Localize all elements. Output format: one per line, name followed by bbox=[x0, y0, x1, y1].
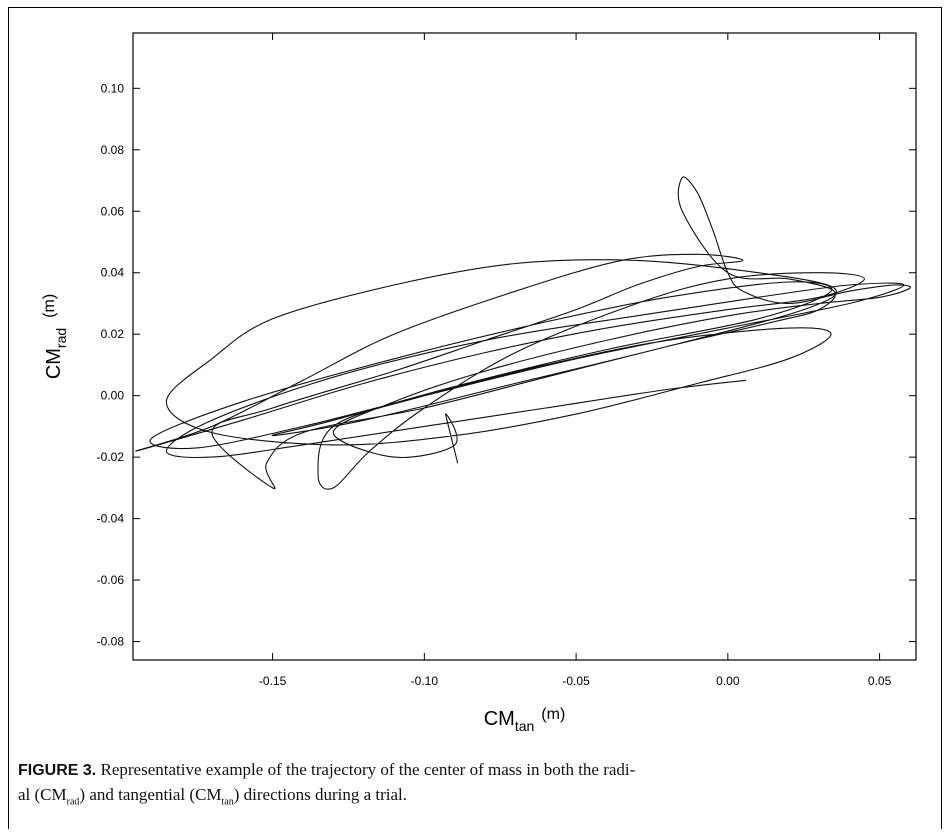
y-tick-label: 0.02 bbox=[101, 327, 125, 341]
series-layer bbox=[135, 176, 911, 490]
figure-caption: FIGURE 3. Representative example of the … bbox=[18, 758, 933, 814]
figure-frame bbox=[8, 7, 942, 829]
y-axis-title: CMrad(m) bbox=[41, 294, 69, 379]
x-tick-label: -0.10 bbox=[411, 674, 439, 688]
y-tick-label: 0.00 bbox=[101, 389, 125, 403]
caption-sub-rad: rad bbox=[66, 796, 80, 808]
x-tick-label: -0.05 bbox=[562, 674, 590, 688]
y-tick-label: -0.02 bbox=[97, 450, 125, 464]
axis-ticks bbox=[133, 33, 916, 660]
y-tick-label: 0.10 bbox=[101, 81, 125, 95]
y-tick-label: 0.04 bbox=[101, 266, 125, 280]
figure-label: FIGURE 3. bbox=[18, 762, 97, 779]
caption-text-4: ) directions during a trial. bbox=[233, 785, 408, 804]
x-tick-label: 0.00 bbox=[716, 674, 740, 688]
caption-text-1: Representative example of the trajectory… bbox=[100, 760, 636, 779]
plot-area bbox=[132, 32, 917, 661]
x-tick-label: 0.05 bbox=[868, 674, 892, 688]
y-tick-label: 0.06 bbox=[101, 204, 125, 218]
y-tick-label: -0.04 bbox=[97, 512, 125, 526]
plot-border bbox=[132, 32, 917, 661]
trajectory-line bbox=[135, 176, 911, 490]
caption-sub-tan: tan bbox=[221, 796, 234, 808]
axis-tick-labels: -0.15 -0.10 -0.05 0.00 0.05 0.10 0.08 0.06 0.04 0… bbox=[97, 81, 892, 688]
x-tick-label: -0.15 bbox=[259, 674, 287, 688]
caption-text-2: al (CM bbox=[18, 785, 67, 804]
caption-text-3: ) and tangential (CM bbox=[79, 785, 222, 804]
y-tick-label: 0.08 bbox=[101, 143, 125, 157]
y-tick-label: -0.06 bbox=[97, 573, 125, 587]
y-tick-label: -0.08 bbox=[97, 635, 125, 649]
x-axis-title: CMtan(m) bbox=[484, 706, 566, 734]
trajectory-chart: -0.15 -0.10 -0.05 0.00 0.05 0.10 0.08 0.06 0.04 0… bbox=[41, 32, 917, 734]
